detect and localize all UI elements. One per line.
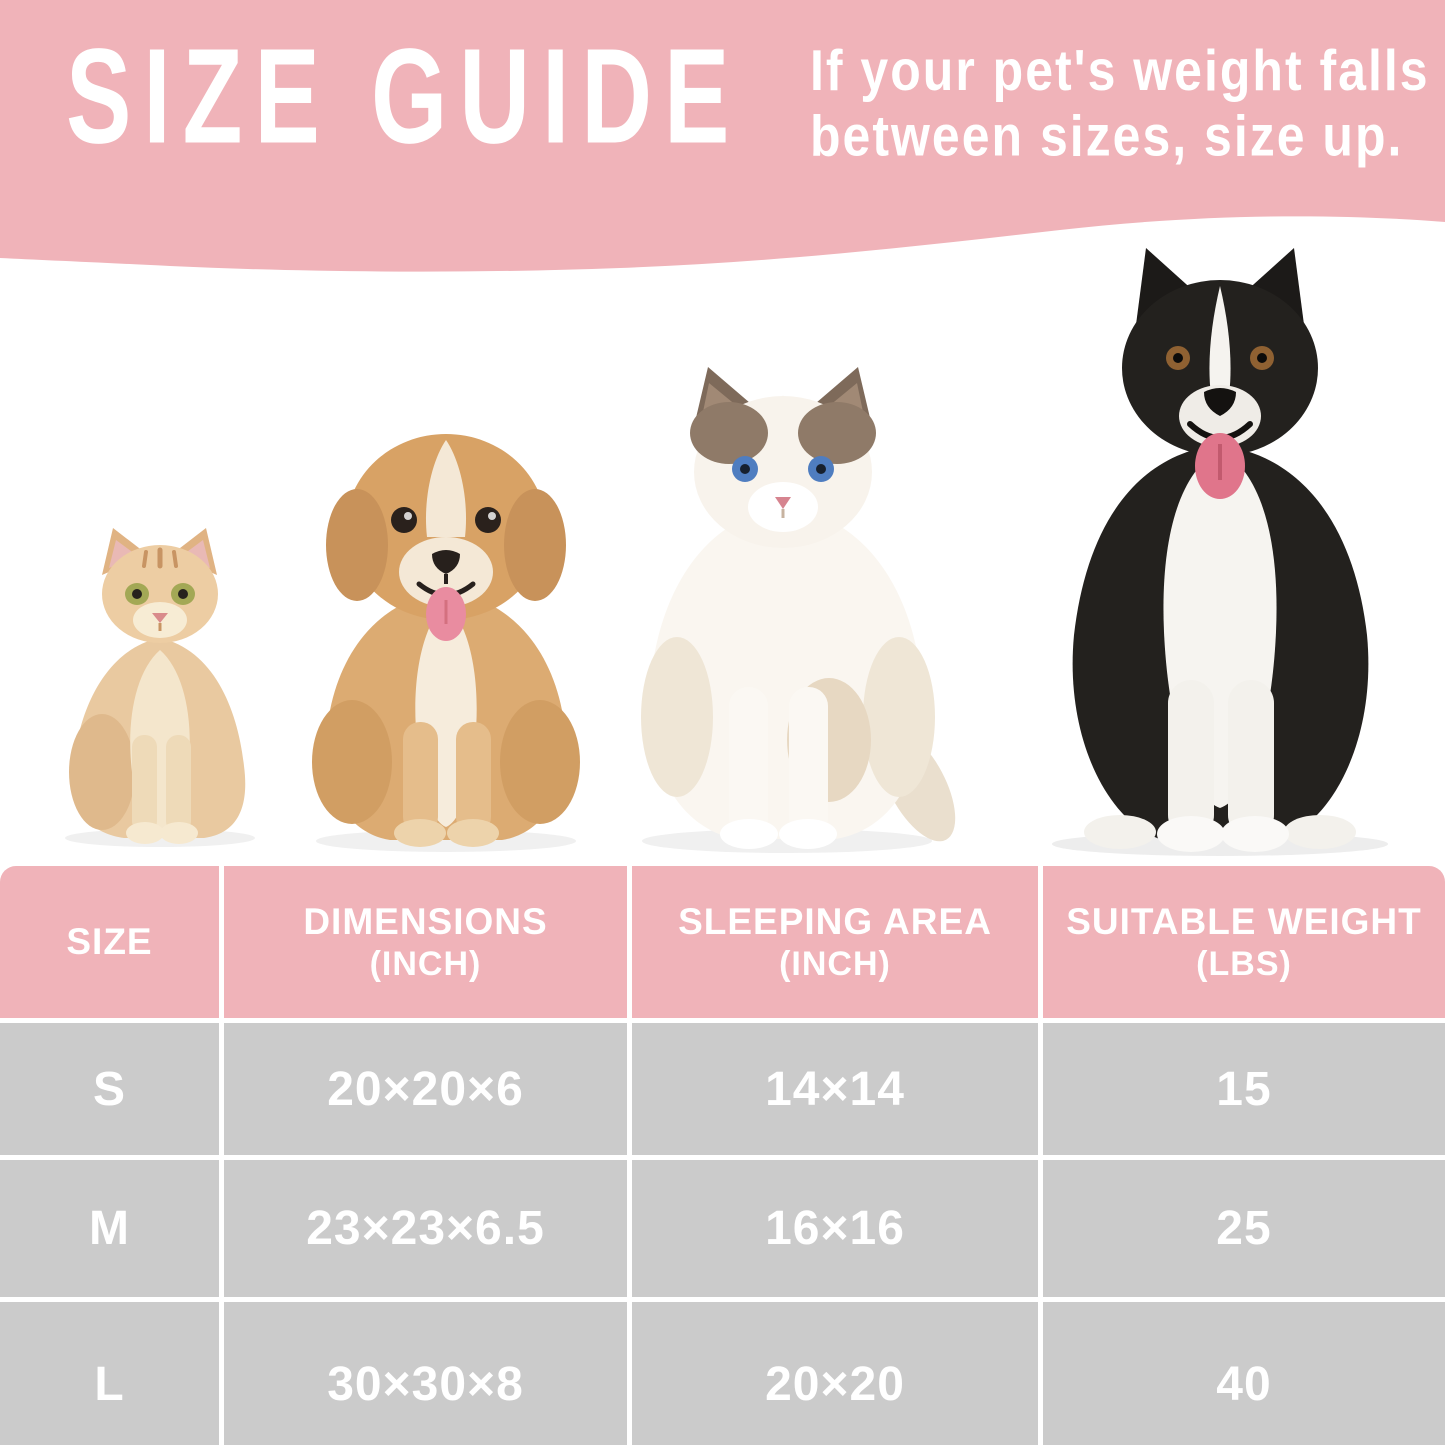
sleeping-area-value: 14×14 [765, 1062, 905, 1116]
size-table: SIZE DIMENSIONS (INCH) SLEEPING AREA (IN… [0, 866, 1445, 1445]
page-title: SIZE GUIDE [66, 19, 742, 172]
column-header-label: DIMENSIONS [303, 901, 548, 942]
tan-puppy-image [290, 420, 602, 854]
column-header-unit: (INCH) [369, 945, 482, 983]
weight-value: 25 [1216, 1202, 1272, 1255]
header-note: If your pet's weight falls between sizes… [810, 38, 1430, 169]
column-header-label: SUITABLE WEIGHT [1066, 901, 1422, 942]
column-header-sleeping-area: SLEEPING AREA (INCH) [632, 866, 1038, 1018]
row-m-size-cell: M [0, 1160, 219, 1297]
ginger-cat-image [52, 520, 267, 850]
row-l-dimensions-cell: 30×30×8 [224, 1302, 627, 1445]
row-s-sleeping-area-cell: 14×14 [632, 1023, 1038, 1155]
ragdoll-cat-image [615, 355, 960, 855]
column-header-size: SIZE [0, 866, 219, 1018]
sleeping-area-value: 20×20 [765, 1358, 905, 1411]
row-m-sleeping-area-cell: 16×16 [632, 1160, 1038, 1297]
row-m-weight-cell: 25 [1043, 1160, 1445, 1297]
weight-value: 40 [1216, 1358, 1272, 1411]
row-m-dimensions-cell: 23×23×6.5 [224, 1160, 627, 1297]
column-header-dimensions: DIMENSIONS (INCH) [224, 866, 627, 1018]
size-value: M [89, 1202, 130, 1255]
dimensions-value: 20×20×6 [327, 1062, 524, 1116]
size-value: L [94, 1358, 125, 1411]
row-l-sleeping-area-cell: 20×20 [632, 1302, 1038, 1445]
dimensions-value: 23×23×6.5 [306, 1202, 545, 1255]
column-header-unit: (INCH) [779, 945, 891, 983]
dimensions-value: 30×30×8 [327, 1358, 524, 1411]
row-s-dimensions-cell: 20×20×6 [224, 1023, 627, 1155]
row-l-size-cell: L [0, 1302, 219, 1445]
note-line-2: between sizes, size up. [810, 103, 1404, 168]
note-line-1: If your pet's weight falls [810, 38, 1430, 103]
row-s-weight-cell: 15 [1043, 1023, 1445, 1155]
row-l-weight-cell: 40 [1043, 1302, 1445, 1445]
column-header-label: SIZE [66, 921, 153, 962]
weight-value: 15 [1216, 1062, 1272, 1116]
column-header-unit: (LBS) [1196, 945, 1292, 983]
sleeping-area-value: 16×16 [765, 1202, 905, 1255]
column-header-suitable-weight: SUITABLE WEIGHT (LBS) [1043, 866, 1445, 1018]
pink-wave-background [0, 0, 1445, 272]
row-s-size-cell: S [0, 1023, 219, 1155]
border-collie-image [1028, 240, 1413, 858]
size-value: S [92, 1062, 126, 1116]
column-header-label: SLEEPING AREA [678, 901, 992, 942]
